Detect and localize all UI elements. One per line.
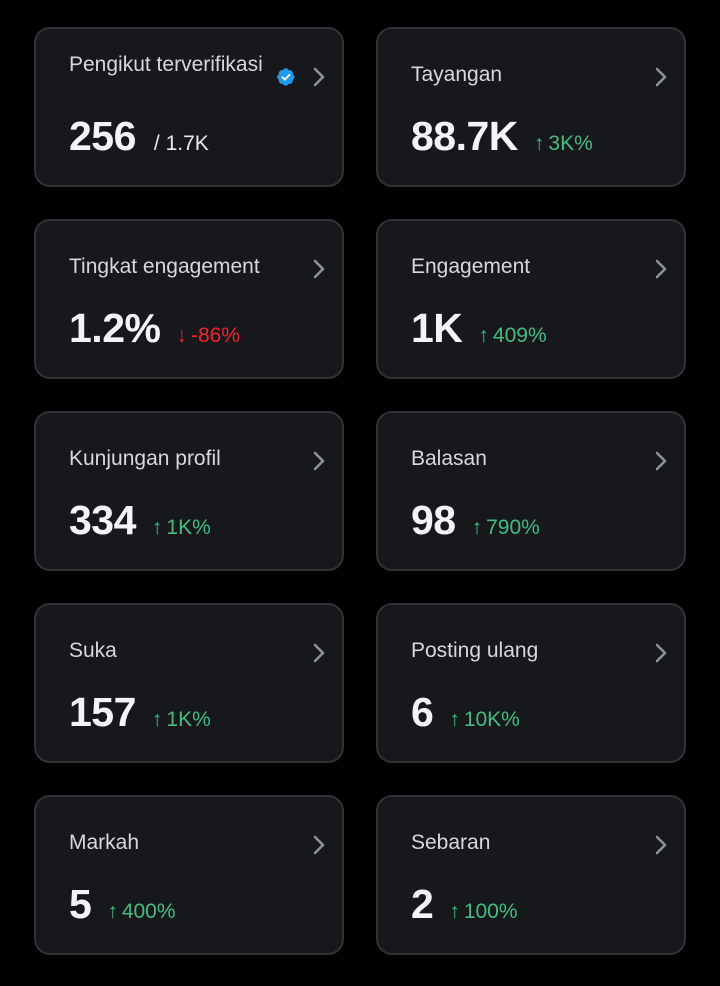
metric-change: ↑ 10K% (449, 708, 520, 732)
metric-value: 1K (411, 305, 463, 351)
chevron-right-icon (655, 643, 667, 663)
metric-change-value: 10K% (463, 708, 520, 731)
metric-label: Sebaran (411, 831, 491, 854)
metric-value: 5 (69, 881, 92, 927)
chevron-right-icon (655, 451, 667, 471)
metric-value: 88.7K (411, 113, 518, 159)
metric-total: / 1.7K (153, 132, 209, 155)
metric-change-value: 400% (121, 900, 176, 923)
metric-label: Tingkat engagement (69, 255, 260, 278)
metric-value: 6 (411, 689, 434, 735)
metric-card-reposts[interactable]: Posting ulang 6 ↑ 10K% (376, 603, 686, 763)
arrow-up-icon: ↑ (449, 900, 460, 923)
metric-label: Tayangan (411, 63, 503, 86)
chevron-right-icon (655, 835, 667, 855)
chevron-right-icon (313, 259, 325, 279)
metric-change: ↑ 790% (472, 516, 540, 540)
arrow-up-icon: ↑ (151, 708, 163, 731)
chevron-right-icon (313, 835, 325, 855)
metric-change-value: 1K% (166, 708, 211, 731)
metric-value-row: 256 / 1.7K (69, 113, 209, 160)
metric-value: 98 (411, 497, 456, 543)
metric-card-shares[interactable]: Sebaran 2 ↑ 100% (376, 795, 686, 955)
metric-card-replies[interactable]: Balasan 98 ↑ 790% (376, 411, 686, 571)
verified-badge-icon (277, 68, 295, 86)
metric-card-verified-followers[interactable]: Pengikut terverifikasi 256 / 1.7K (34, 27, 344, 187)
metric-value-row: 1.2% ↓ -86% (69, 305, 240, 352)
chevron-right-icon (655, 67, 667, 87)
metric-change: ↑ 1K% (152, 516, 211, 540)
chevron-right-icon (313, 643, 325, 663)
metric-value-row: 98 ↑ 790% (411, 497, 540, 544)
metric-value: 2 (411, 881, 434, 927)
metric-value-row: 157 ↑ 1K% (69, 689, 211, 736)
metric-value-row: 334 ↑ 1K% (69, 497, 211, 544)
metric-value-row: 2 ↑ 100% (411, 881, 518, 928)
arrow-down-icon: ↓ (176, 324, 187, 347)
metric-change-value: -86% (190, 324, 240, 347)
metric-value-row: 5 ↑ 400% (69, 881, 176, 928)
metric-label: Posting ulang (411, 639, 539, 662)
metric-value-row: 88.7K ↑ 3K% (411, 113, 593, 160)
metric-card-engagement-rate[interactable]: Tingkat engagement 1.2% ↓ -86% (34, 219, 344, 379)
arrow-up-icon: ↑ (449, 708, 460, 731)
metric-value: 256 (69, 113, 136, 159)
metric-change: ↑ 100% (449, 900, 517, 924)
arrow-up-icon: ↑ (151, 516, 163, 539)
metric-card-likes[interactable]: Suka 157 ↑ 1K% (34, 603, 344, 763)
metric-change: ↑ 3K% (534, 132, 593, 156)
arrow-up-icon: ↑ (533, 132, 545, 155)
arrow-up-icon: ↑ (471, 516, 483, 539)
metric-label: Pengikut terverifikasi (69, 53, 263, 76)
metric-value-row: 6 ↑ 10K% (411, 689, 520, 736)
metric-card-engagements[interactable]: Engagement 1K ↑ 409% (376, 219, 686, 379)
metric-change-value: 1K% (166, 516, 211, 539)
chevron-right-icon (313, 67, 325, 87)
metric-change: ↑ 409% (478, 324, 546, 348)
chevron-right-icon (655, 259, 667, 279)
metric-label: Kunjungan profil (69, 447, 221, 470)
metric-label: Markah (69, 831, 140, 854)
metric-change-value: 790% (486, 516, 540, 539)
metric-change: ↓ -86% (176, 324, 240, 348)
arrow-up-icon: ↑ (478, 324, 489, 347)
metric-change: ↑ 400% (107, 900, 175, 924)
metric-change-value: 409% (492, 324, 547, 347)
metric-label: Suka (69, 639, 117, 662)
metric-value: 157 (69, 689, 136, 735)
metric-value-row: 1K ↑ 409% (411, 305, 547, 352)
metric-card-impressions[interactable]: Tayangan 88.7K ↑ 3K% (376, 27, 686, 187)
metric-change-value: 100% (463, 900, 518, 923)
metric-change: ↑ 1K% (152, 708, 211, 732)
arrow-up-icon: ↑ (107, 900, 118, 923)
metrics-grid: Pengikut terverifikasi 256 / 1.7K Tayang… (34, 27, 686, 955)
metric-label: Engagement (411, 255, 531, 278)
chevron-right-icon (313, 451, 325, 471)
metric-change-value: 3K% (548, 132, 593, 155)
metric-value: 334 (69, 497, 136, 543)
metric-card-bookmarks[interactable]: Markah 5 ↑ 400% (34, 795, 344, 955)
metric-card-profile-visits[interactable]: Kunjungan profil 334 ↑ 1K% (34, 411, 344, 571)
metric-label: Balasan (411, 447, 487, 470)
metric-value: 1.2% (69, 305, 161, 351)
